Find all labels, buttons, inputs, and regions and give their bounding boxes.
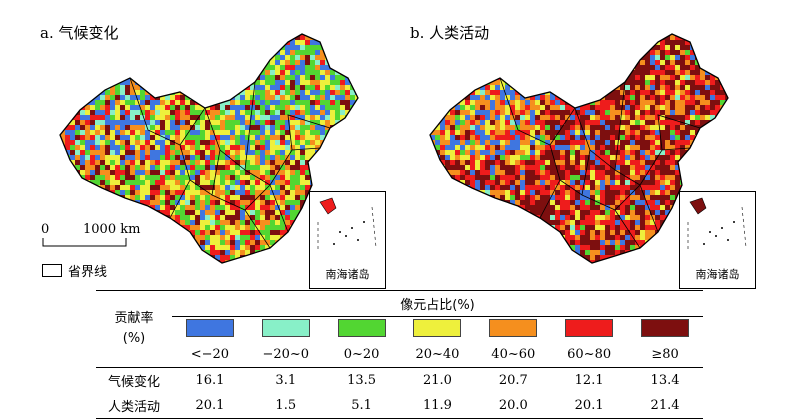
national-boundary xyxy=(59,33,359,264)
legend-swatch xyxy=(185,318,234,337)
national-boundary xyxy=(429,33,729,264)
table-cell: 3.1 xyxy=(247,367,324,393)
row-header: 贡献率 (%) xyxy=(96,290,172,368)
category-label: ≥80 xyxy=(651,347,679,362)
table-cell: 1.5 xyxy=(247,393,324,419)
province-boundary-swatch xyxy=(42,264,62,277)
legend-swatch xyxy=(337,318,386,337)
table-row: 气候变化 16.1 3.1 13.5 21.0 20.7 12.1 13.4 xyxy=(96,367,703,393)
panel-b-title: b. 人类活动 xyxy=(410,24,490,42)
province-boundaries xyxy=(499,77,701,249)
panel-a-title: a. 气候变化 xyxy=(40,24,119,42)
category-row: <−20 −20~0 0~20 20~40 40~60 60~80 ≥80 xyxy=(96,342,703,368)
table-row: 人类活动 20.1 1.5 5.1 11.9 20.0 20.1 21.4 xyxy=(96,393,703,419)
province-boundaries xyxy=(129,77,331,249)
panel-b-inset: 南海诸岛 xyxy=(679,191,756,289)
legend-swatch xyxy=(489,318,538,337)
table-cell: 20.7 xyxy=(475,367,552,393)
contribution-table: 贡献率 (%) 像元占比(%) <−20 −20~0 0~20 20~40 40~60 6… xyxy=(96,290,703,419)
panel-a-map xyxy=(59,33,359,264)
row-label: 人类活动 xyxy=(96,393,172,419)
row-header-line1: 贡献率 xyxy=(114,311,154,326)
legend-swatch-cell xyxy=(475,317,551,343)
legend-swatch-cell xyxy=(551,317,627,343)
table-cell: 12.1 xyxy=(551,367,628,393)
legend-swatch-cell xyxy=(627,317,703,343)
category-label: <−20 xyxy=(190,347,230,362)
legend-swatch xyxy=(413,318,462,337)
table-cell: 13.4 xyxy=(627,367,703,393)
category-label: 0~20 xyxy=(343,347,380,362)
legend-swatch-cell xyxy=(324,317,400,343)
table-cell: 20.0 xyxy=(475,393,552,419)
scale-bar xyxy=(42,238,127,247)
scale-distance-label: 1000 km xyxy=(83,222,141,237)
table-cell: 16.1 xyxy=(172,367,248,393)
south-sea-islands-map xyxy=(317,197,377,252)
legend-swatch-cell xyxy=(248,317,324,343)
category-label: 20~40 xyxy=(415,347,460,362)
legend-swatch xyxy=(261,318,310,337)
inset-label: 南海诸岛 xyxy=(695,268,740,281)
legend-swatch-cell xyxy=(400,317,476,343)
south-sea-islands-map xyxy=(687,197,747,252)
province-boundary-label: 省界线 xyxy=(68,265,108,280)
panel-a-inset: 南海诸岛 xyxy=(309,191,386,289)
legend-swatch xyxy=(641,318,690,337)
panel-b-map xyxy=(429,33,729,264)
category-label: 40~60 xyxy=(491,347,536,362)
legend-swatch xyxy=(565,318,614,337)
category-label: −20~0 xyxy=(262,347,310,362)
row-header-line2: (%) xyxy=(122,331,146,346)
category-label: 60~80 xyxy=(567,347,612,362)
table-cell: 11.9 xyxy=(399,393,476,419)
legend-swatch-cell xyxy=(172,317,248,343)
inset-label: 南海诸岛 xyxy=(325,268,370,281)
table-cell: 20.1 xyxy=(172,393,248,419)
table-cell: 21.4 xyxy=(627,393,703,419)
column-group-header: 像元占比(%) xyxy=(172,290,703,317)
scale-zero-label: 0 xyxy=(41,222,50,237)
swatch-row xyxy=(96,317,703,343)
table-cell: 21.0 xyxy=(399,367,476,393)
row-label: 气候变化 xyxy=(96,367,172,393)
table-cell: 20.1 xyxy=(551,393,628,419)
table-cell: 5.1 xyxy=(323,393,400,419)
table-cell: 13.5 xyxy=(323,367,400,393)
